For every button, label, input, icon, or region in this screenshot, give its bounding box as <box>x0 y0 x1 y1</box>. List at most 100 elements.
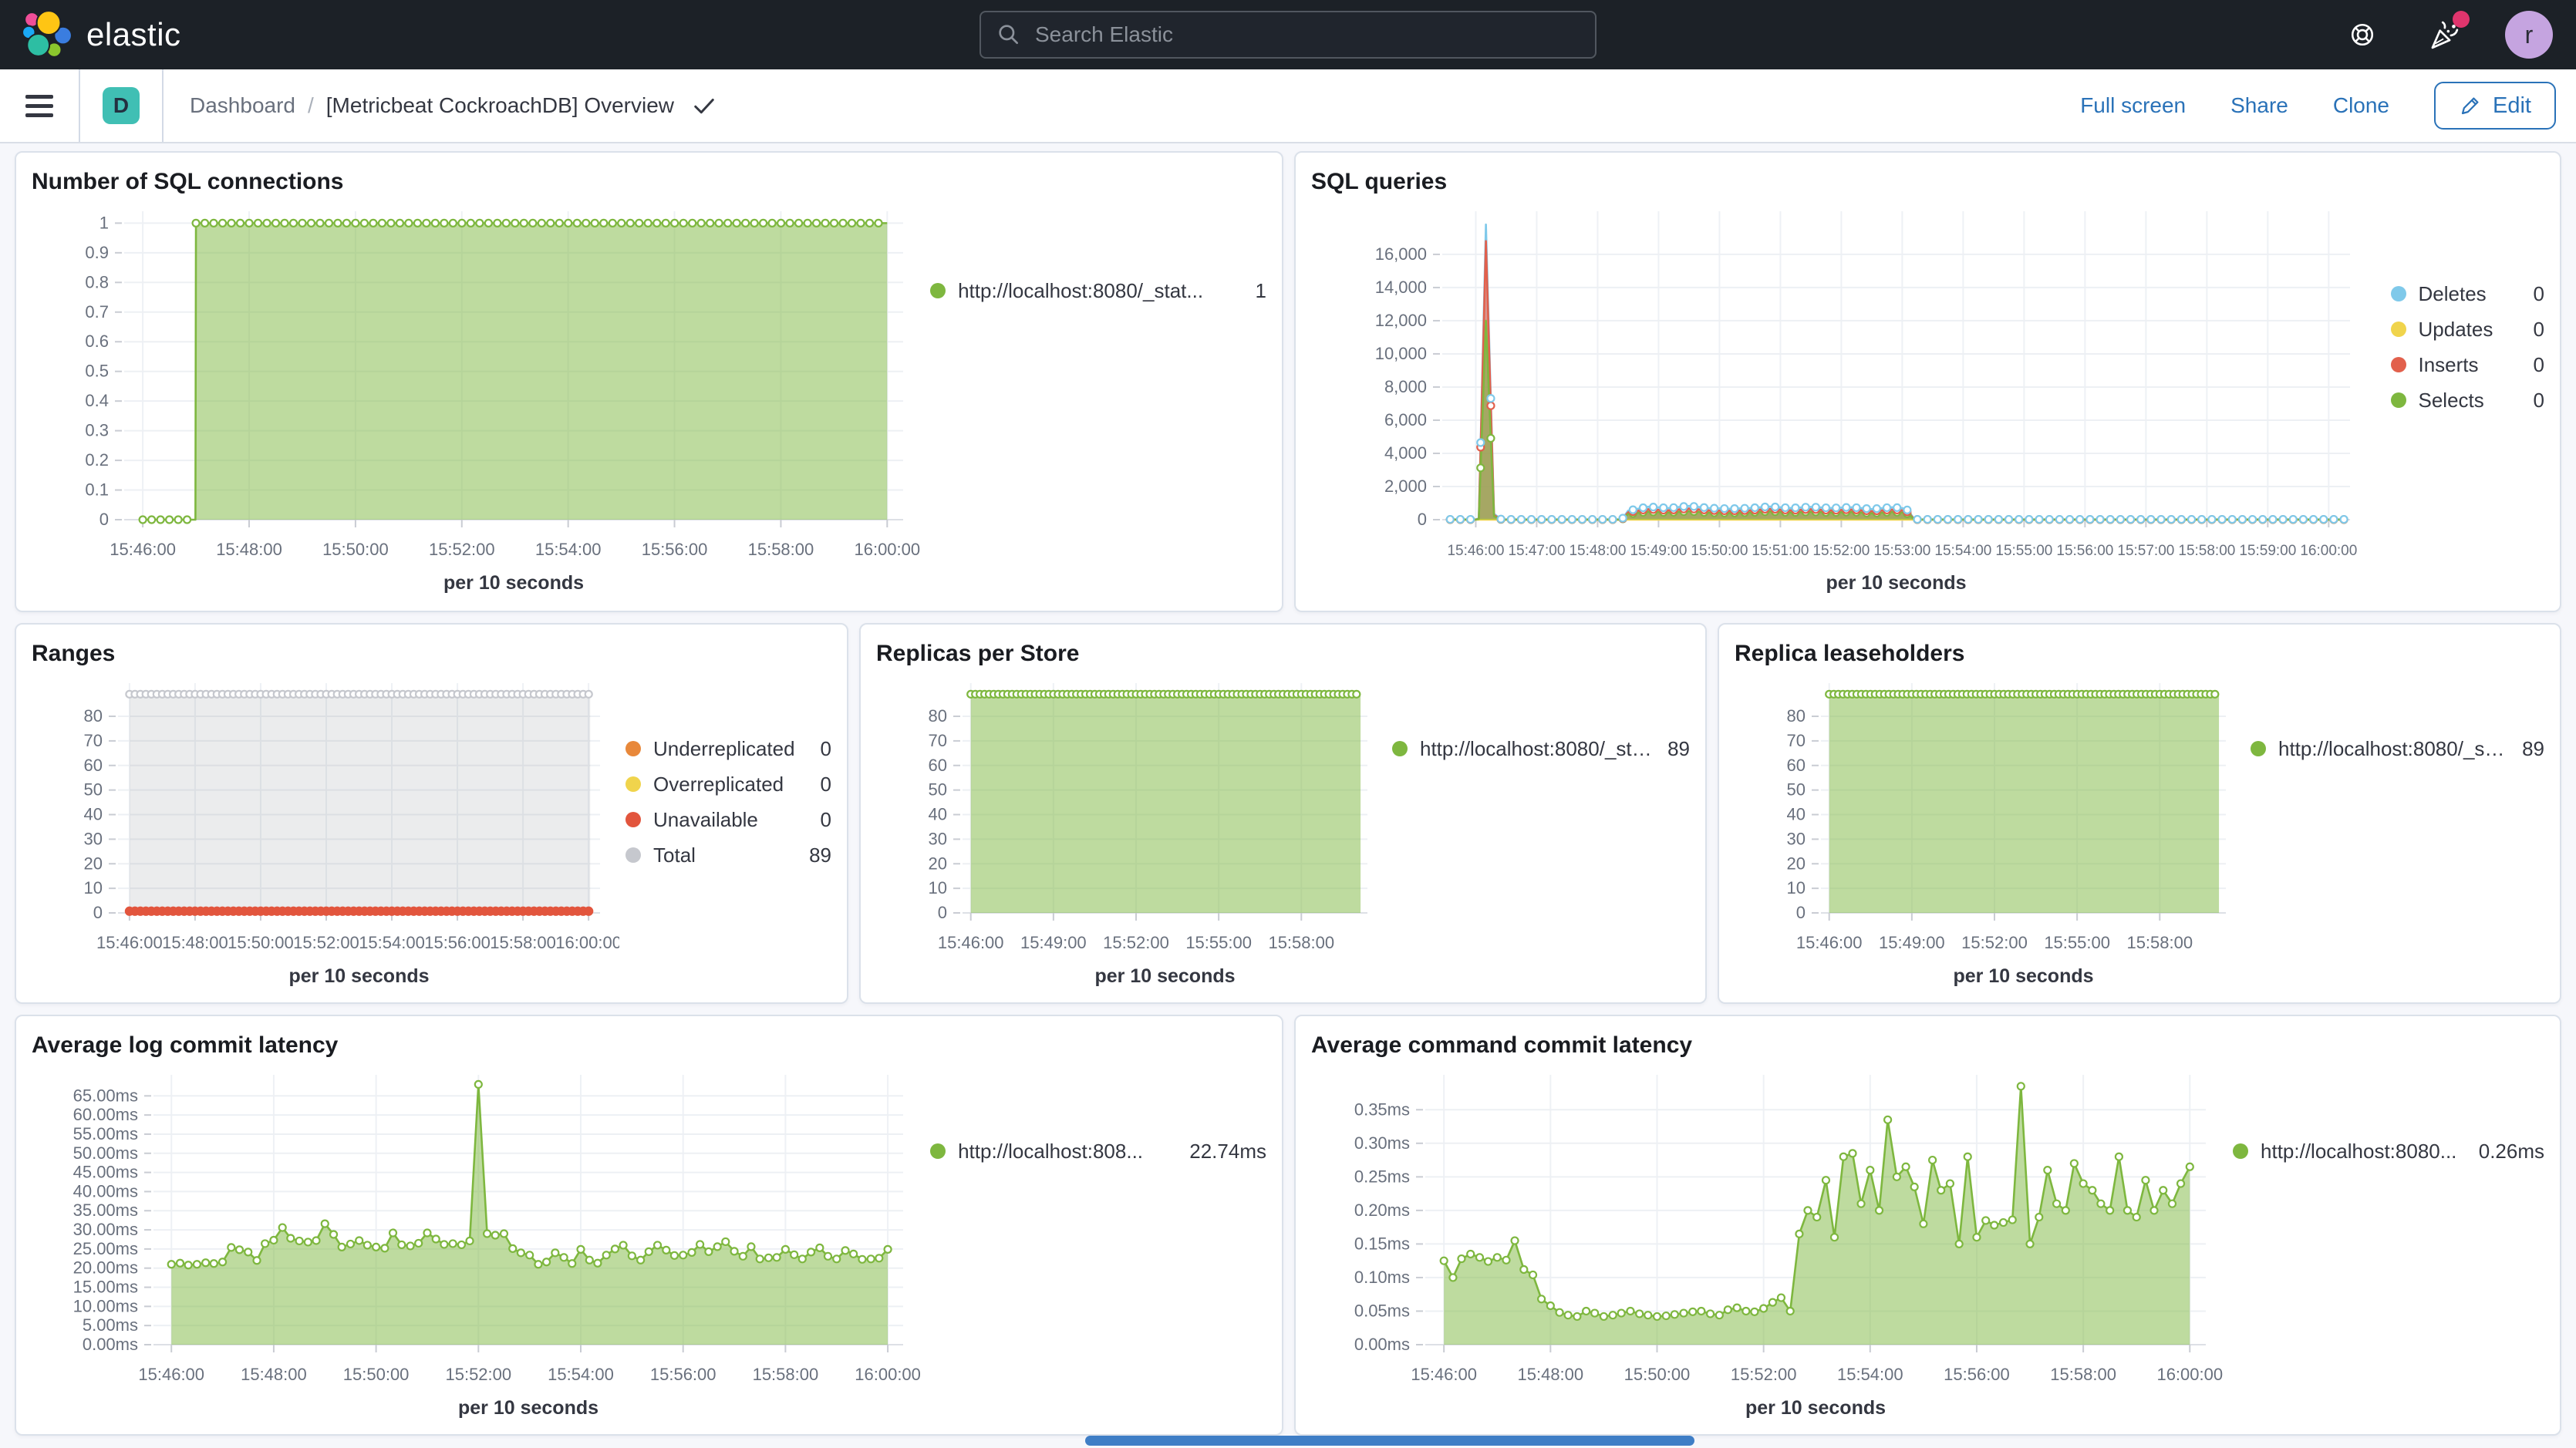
dashboard-app-badge[interactable]: D <box>103 87 140 124</box>
legend-item[interactable]: Updates 0 <box>2390 311 2544 347</box>
legend-item[interactable]: Selects 0 <box>2390 382 2544 418</box>
svg-text:70: 70 <box>929 731 947 750</box>
svg-text:30: 30 <box>929 829 947 848</box>
svg-text:45.00ms: 45.00ms <box>73 1163 138 1182</box>
legend-item[interactable]: Total 89 <box>625 837 831 873</box>
svg-text:per 10 seconds: per 10 seconds <box>458 1397 598 1419</box>
avg-log-commit-latency-chart[interactable]: 0.00ms5.00ms10.00ms15.00ms20.00ms25.00ms… <box>32 1062 924 1419</box>
menu-button[interactable] <box>0 69 79 142</box>
svg-text:15:49:00: 15:49:00 <box>1630 543 1687 559</box>
svg-text:80: 80 <box>929 706 947 726</box>
svg-text:15:52:00: 15:52:00 <box>1103 933 1169 952</box>
svg-text:15:58:00: 15:58:00 <box>753 1365 819 1384</box>
svg-text:15:58:00: 15:58:00 <box>2126 933 2193 952</box>
avatar-initial: r <box>2524 20 2534 49</box>
help-button[interactable] <box>2342 14 2383 56</box>
legend-item[interactable]: Unavailable 0 <box>625 802 831 837</box>
legend-item[interactable]: http://localhost:8080... 0.26ms <box>2233 1133 2544 1169</box>
svg-text:0.15ms: 0.15ms <box>1354 1234 1410 1253</box>
svg-text:20.00ms: 20.00ms <box>73 1258 138 1278</box>
svg-text:10: 10 <box>1787 878 1806 897</box>
full-screen-button[interactable]: Full screen <box>2080 93 2187 117</box>
panel-title: SQL queries <box>1311 169 1448 194</box>
svg-text:15:55:00: 15:55:00 <box>2044 933 2110 952</box>
legend-item[interactable]: Deletes 0 <box>2390 276 2544 311</box>
svg-text:15:58:00: 15:58:00 <box>2050 1365 2116 1384</box>
ranges-chart[interactable]: 0 10 20 30 40 50 60 70 80 15:46:00 15:48:00 15:50:0… <box>32 671 619 987</box>
svg-text:0.35ms: 0.35ms <box>1354 1099 1410 1119</box>
elastic-logo[interactable]: elastic <box>0 9 181 60</box>
legend-item[interactable]: http://localhost:8080/_stat... 1 <box>930 273 1266 308</box>
panel-ranges: Ranges 0 10 20 30 40 50 60 70 80 15:46:00 15:48:00… <box>15 623 848 1004</box>
legend-dot-icon <box>1392 741 1408 756</box>
svg-text:15:52:00: 15:52:00 <box>293 933 359 952</box>
svg-text:4,000: 4,000 <box>1384 443 1427 463</box>
svg-text:15:50:00: 15:50:00 <box>343 1365 410 1384</box>
sql-queries-chart[interactable]: 0 2,000 4,000 6,000 8,000 10,000 12,000 14,000 1… <box>1311 199 2385 594</box>
hamburger-icon <box>25 94 53 99</box>
svg-text:15:57:00: 15:57:00 <box>2117 543 2174 559</box>
chart-legend: Underreplicated 0 Overreplicated 0 Unavailab… <box>619 671 831 990</box>
search-input[interactable] <box>1033 22 1580 48</box>
legend-label: http://localhost:8080/_sta... <box>2278 736 2507 760</box>
dashboard-toolbar: D Dashboard / [Metricbeat CockroachDB] O… <box>0 69 2576 143</box>
pencil-icon <box>2461 97 2479 115</box>
legend-item[interactable]: http://localhost:8080/_sta... 89 <box>1392 731 1690 766</box>
svg-text:15:50:00: 15:50:00 <box>228 933 294 952</box>
panel-replicas-per-store: Replicas per Store 0 10 20 30 40 50 60 70 80 15:4… <box>859 623 1707 1004</box>
horizontal-scrollbar-thumb[interactable] <box>1085 1436 1694 1446</box>
panel-avg-log-commit-latency: Average log commit latency 0.00ms 5.00ms 1… <box>15 1015 1283 1436</box>
replica-leaseholders-chart[interactable]: 0 10 20 30 40 50 60 70 80 15:46:00 15:49:00 15:52:0… <box>1735 671 2244 987</box>
svg-text:15:46:00: 15:46:00 <box>96 933 163 952</box>
legend-label: http://localhost:8080/_sta... <box>1420 736 1653 760</box>
svg-text:15:56:00: 15:56:00 <box>650 1365 716 1384</box>
svg-text:15:52:00: 15:52:00 <box>445 1365 511 1384</box>
svg-text:12,000: 12,000 <box>1375 311 1427 330</box>
svg-text:10.00ms: 10.00ms <box>73 1296 138 1315</box>
legend-item[interactable]: Underreplicated 0 <box>625 731 831 766</box>
share-button[interactable]: Share <box>2230 93 2288 117</box>
legend-item[interactable]: Inserts 0 <box>2390 347 2544 382</box>
breadcrumb: Dashboard / [Metricbeat CockroachDB] Ove… <box>164 69 2080 142</box>
svg-text:15:47:00: 15:47:00 <box>1508 543 1565 559</box>
svg-text:0.10ms: 0.10ms <box>1354 1268 1410 1287</box>
clone-button[interactable]: Clone <box>2332 93 2390 117</box>
svg-text:15:49:00: 15:49:00 <box>1879 933 1945 952</box>
svg-text:0.1: 0.1 <box>85 480 109 500</box>
edit-button[interactable]: Edit <box>2434 82 2556 130</box>
svg-text:0: 0 <box>1418 510 1427 529</box>
svg-text:15:54:00: 15:54:00 <box>548 1365 614 1384</box>
svg-text:15:51:00: 15:51:00 <box>1752 543 1809 559</box>
panel-title: Ranges <box>32 641 116 666</box>
user-avatar[interactable]: r <box>2505 11 2553 59</box>
legend-dot-icon <box>2390 322 2406 337</box>
breadcrumb-dashboard[interactable]: Dashboard <box>190 93 295 117</box>
panel-avg-command-commit-latency: Average command commit latency 0.00ms 0.0… <box>1294 1015 2561 1436</box>
svg-text:0.30ms: 0.30ms <box>1354 1133 1410 1153</box>
news-button[interactable] <box>2423 11 2470 56</box>
legend-item[interactable]: Overreplicated 0 <box>625 766 831 802</box>
svg-text:15:48:00: 15:48:00 <box>1569 543 1626 559</box>
svg-text:15:58:00: 15:58:00 <box>1268 933 1334 952</box>
svg-text:0.3: 0.3 <box>85 421 109 440</box>
legend-value: 0 <box>820 736 831 760</box>
svg-text:30: 30 <box>84 829 103 848</box>
help-icon <box>2351 23 2374 46</box>
global-search[interactable] <box>979 11 1597 59</box>
svg-text:0.2: 0.2 <box>85 450 109 470</box>
legend-item[interactable]: http://localhost:808... 22.74ms <box>930 1133 1266 1169</box>
divider <box>79 69 80 142</box>
legend-item[interactable]: http://localhost:8080/_sta... 89 <box>2251 731 2544 766</box>
check-icon[interactable] <box>693 94 716 117</box>
replicas-per-store-chart[interactable]: 0 10 20 30 40 50 60 70 80 15:46:00 15:49:00 15:52:0… <box>876 671 1386 987</box>
svg-text:0.05ms: 0.05ms <box>1354 1301 1410 1320</box>
chart-legend: http://localhost:8080/_sta... 89 <box>2244 671 2544 990</box>
svg-text:8,000: 8,000 <box>1384 377 1427 396</box>
brand-name: elastic <box>86 16 181 52</box>
svg-text:25.00ms: 25.00ms <box>73 1239 138 1258</box>
sql-connections-chart[interactable]: 0 0.1 0.2 0.3 0.4 0.5 0.6 0.7 0.8 0.9 1 15:46:00 15:… <box>32 199 924 594</box>
panel-title: Replicas per Store <box>876 641 1080 666</box>
avg-command-commit-latency-chart[interactable]: 0.00ms 0.05ms 0.10ms 0.15ms 0.20ms 0.25ms 0.30… <box>1311 1062 2227 1419</box>
svg-text:15:48:00: 15:48:00 <box>216 540 282 559</box>
svg-text:per 10 seconds: per 10 seconds <box>443 572 584 594</box>
